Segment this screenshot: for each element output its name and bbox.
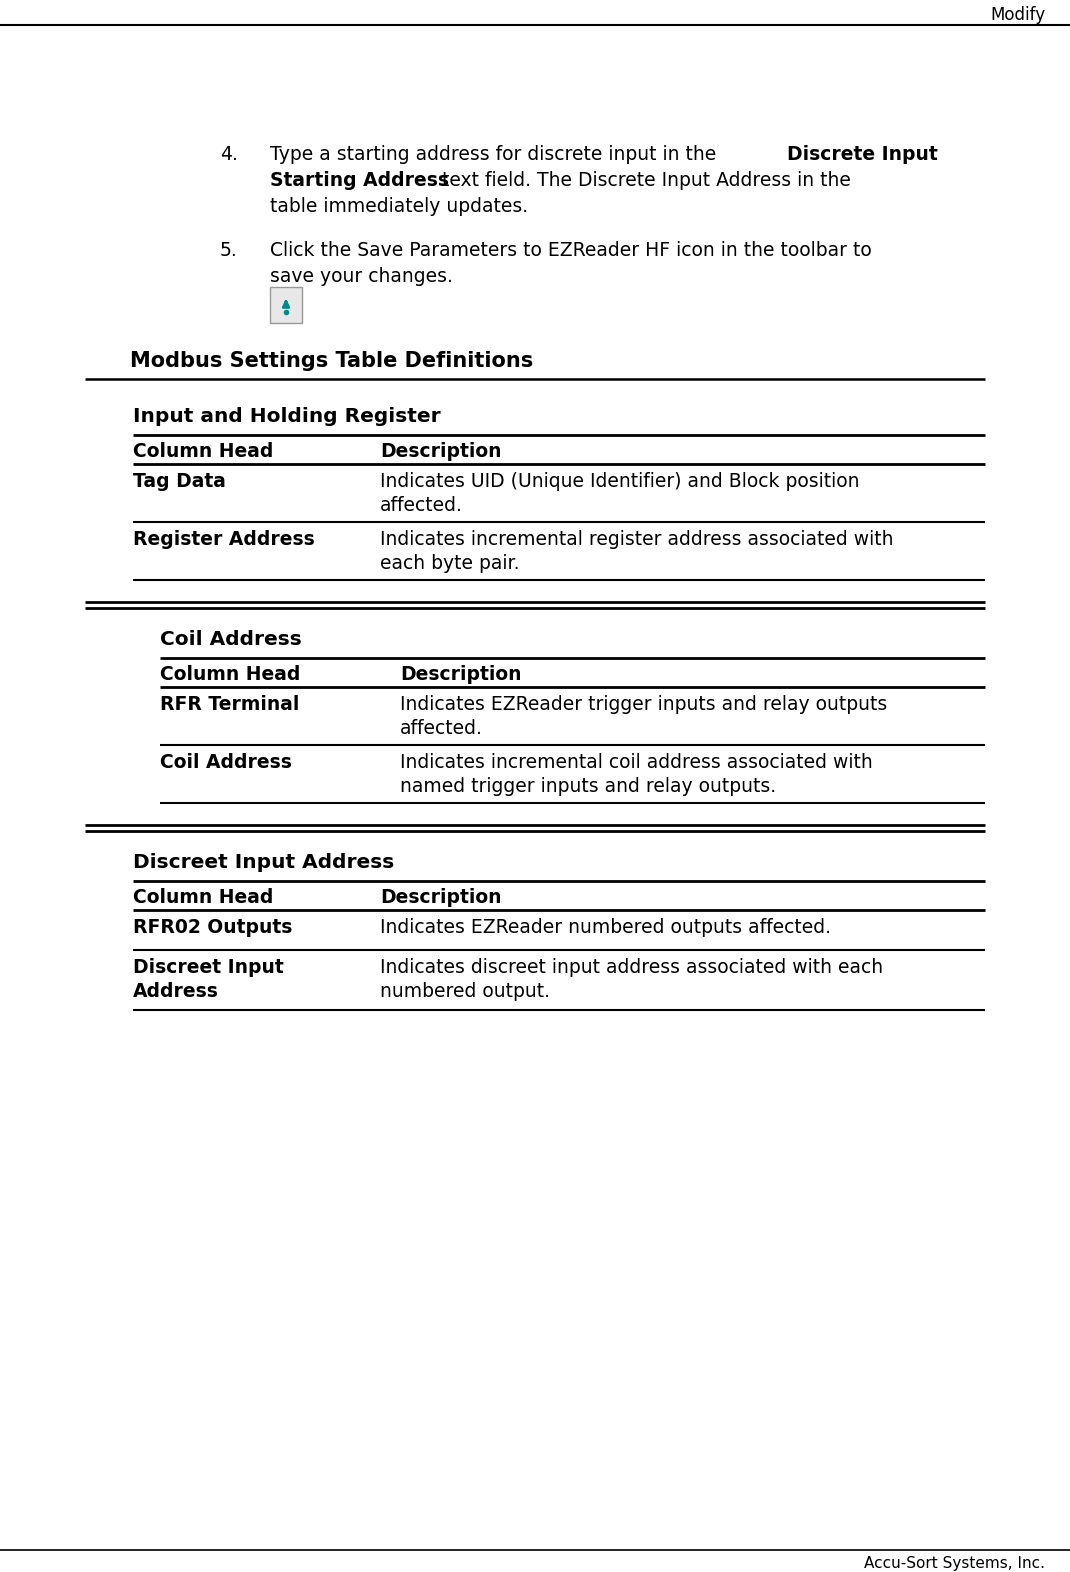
Text: 4.: 4. — [220, 145, 238, 163]
Text: RFR02 Outputs: RFR02 Outputs — [133, 918, 292, 937]
Text: numbered output.: numbered output. — [380, 982, 550, 1001]
Text: Accu-Sort Systems, Inc.: Accu-Sort Systems, Inc. — [863, 1556, 1045, 1570]
Text: each byte pair.: each byte pair. — [380, 553, 520, 574]
Text: save your changes.: save your changes. — [270, 267, 453, 286]
Text: Description: Description — [400, 665, 521, 684]
Text: Column Head: Column Head — [160, 665, 301, 684]
Text: Register Address: Register Address — [133, 530, 315, 549]
Text: Column Head: Column Head — [133, 888, 273, 907]
Text: Indicates discreet input address associated with each: Indicates discreet input address associa… — [380, 957, 883, 978]
Text: Address: Address — [133, 982, 219, 1001]
Text: Modify: Modify — [990, 6, 1045, 24]
Text: Discrete Input: Discrete Input — [788, 145, 938, 163]
Text: Modbus Settings Table Definitions: Modbus Settings Table Definitions — [129, 351, 533, 371]
Text: table immediately updates.: table immediately updates. — [270, 196, 529, 215]
Text: RFR Terminal: RFR Terminal — [160, 695, 300, 714]
Text: text field. The Discrete Input Address in the: text field. The Discrete Input Address i… — [435, 171, 851, 190]
Text: Indicates incremental coil address associated with: Indicates incremental coil address assoc… — [400, 753, 873, 772]
Text: Starting Address: Starting Address — [270, 171, 449, 190]
Text: Click the Save Parameters to EZReader HF icon in the toolbar to: Click the Save Parameters to EZReader HF… — [270, 241, 872, 259]
Text: Indicates EZReader trigger inputs and relay outputs: Indicates EZReader trigger inputs and re… — [400, 695, 887, 714]
Text: affected.: affected. — [400, 718, 483, 737]
Text: Tag Data: Tag Data — [133, 472, 226, 490]
Text: Description: Description — [380, 888, 502, 907]
Text: Discreet Input: Discreet Input — [133, 957, 284, 978]
Text: Input and Holding Register: Input and Holding Register — [133, 407, 441, 426]
Text: named trigger inputs and relay outputs.: named trigger inputs and relay outputs. — [400, 777, 776, 795]
Bar — [270, 288, 302, 322]
Text: Indicates UID (Unique Identifier) and Block position: Indicates UID (Unique Identifier) and Bl… — [380, 472, 859, 490]
Text: 5.: 5. — [220, 241, 238, 259]
Text: Coil Address: Coil Address — [160, 630, 302, 649]
Text: Coil Address: Coil Address — [160, 753, 292, 772]
Text: Indicates incremental register address associated with: Indicates incremental register address a… — [380, 530, 893, 549]
Text: Description: Description — [380, 442, 502, 461]
Text: Discreet Input Address: Discreet Input Address — [133, 854, 394, 872]
Text: Type a starting address for discrete input in the: Type a starting address for discrete inp… — [270, 145, 722, 163]
Text: affected.: affected. — [380, 497, 463, 516]
Text: Column Head: Column Head — [133, 442, 273, 461]
Text: Indicates EZReader numbered outputs affected.: Indicates EZReader numbered outputs affe… — [380, 918, 831, 937]
